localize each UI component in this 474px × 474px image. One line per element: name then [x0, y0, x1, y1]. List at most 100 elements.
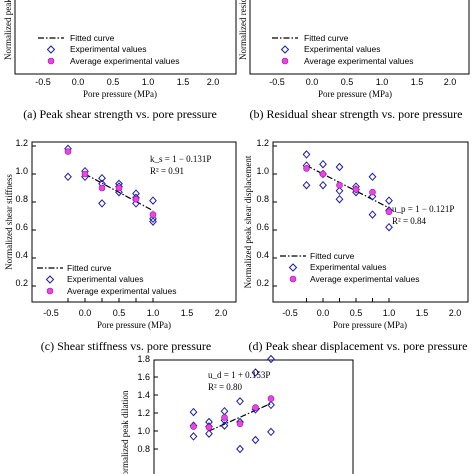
- legend-experimental-marker: [45, 275, 55, 284]
- panel-a-xtick: 1.5: [177, 77, 190, 87]
- experimental-point: [98, 173, 106, 183]
- panel-e-ytick: 1.0: [137, 426, 150, 436]
- caption-d: (d) Peak shear displacement vs. pore pre…: [249, 339, 468, 353]
- experimental-point: [267, 427, 275, 437]
- panel-c-yticks: 0.2 0.4 0.6 0.8 1.0 1.2: [15, 138, 28, 288]
- fitted-curve: [306, 164, 390, 209]
- panel-d-xlabel: Pore pressure (MPa): [333, 320, 407, 330]
- average-point: [336, 181, 343, 189]
- legend-experimental-marker: [46, 45, 56, 54]
- fitted-curve: [84, 173, 154, 212]
- panel-a-xtick: 0.5: [107, 77, 120, 87]
- panel-d-xtick: -0.5: [282, 308, 298, 318]
- experimental-point: [236, 397, 244, 406]
- panel-a-xtick: -0.5: [35, 77, 51, 87]
- panel-e-yticks: 0.8 1.0 1.2 1.4 1.6 1.8: [137, 354, 150, 454]
- panel-e-marks: [189, 354, 275, 454]
- panel-a-xtick: 1.0: [142, 77, 155, 87]
- panel-d-ytick: 0.2: [256, 278, 269, 288]
- experimental-point: [149, 214, 157, 224]
- experimental-point: [319, 180, 327, 190]
- experimental-point: [132, 199, 140, 208]
- panel-e-ytick: 1.2: [137, 408, 150, 418]
- panel-a-legend: Fitted curve Experimental values Average…: [38, 33, 179, 66]
- panel-d-marks: [302, 150, 393, 232]
- panel-b-xtick: 1.5: [411, 77, 424, 87]
- panel-c-legend: Fitted curve Experimental values Average…: [37, 263, 176, 296]
- experimental-point: [189, 432, 198, 441]
- legend-average-marker: [289, 275, 297, 283]
- experimental-point: [267, 354, 275, 364]
- panel-b: -0.5 0.0 0.5 1.0 1.5 2.0 Pore pressure (…: [238, 0, 470, 99]
- experimental-point: [302, 180, 311, 190]
- experimental-point: [335, 186, 344, 196]
- experimental-point: [368, 172, 377, 182]
- panel-d-equation: u_p = 1 − 0.121P: [392, 204, 454, 214]
- panel-d-xtick: 1.0: [383, 308, 396, 318]
- panel-c-xtick: -0.5: [43, 308, 59, 318]
- legend-experimental-label: Experimental values: [70, 44, 147, 54]
- panel-c-r2: R² = 0.91: [150, 166, 184, 176]
- panel-c-xticks: -0.5 0.0 0.5 1.0 1.5 2.0: [43, 308, 227, 318]
- panel-b-xtick: -0.5: [269, 77, 285, 87]
- panel-d-ytick: 1.0: [256, 166, 269, 176]
- panel-d-ytick: 0.8: [256, 194, 269, 204]
- average-point: [303, 165, 310, 172]
- experimental-point: [319, 159, 327, 169]
- experimental-point: [149, 217, 157, 226]
- caption-c: (c) Shear stiffness vs. pore pressure: [41, 339, 211, 353]
- legend-average-label: Average experimental values: [70, 56, 179, 66]
- panel-b-legend: Fitted curve Experimental values Average…: [272, 33, 413, 66]
- experimental-point: [385, 222, 393, 232]
- panel-c-ticks: [32, 145, 154, 302]
- panel-c-xlabel: Pore pressure (MPa): [97, 320, 171, 330]
- panel-c-ytick: 1.0: [15, 166, 28, 176]
- experimental-point: [98, 199, 106, 208]
- panel-e-frame: [153, 359, 354, 474]
- panel-b-xtick: 0.5: [341, 77, 354, 87]
- experimental-point: [335, 162, 344, 172]
- panel-b-xtick: 0.0: [306, 77, 319, 87]
- panel-d-r2: R² = 0.84: [392, 216, 427, 226]
- experimental-point: [205, 429, 213, 438]
- legend-average-marker: [281, 57, 289, 65]
- panel-e-equation: u_d = 1 + 0.153P: [208, 370, 270, 380]
- panel-a-xtick: 0.0: [72, 77, 85, 87]
- average-point: [98, 184, 106, 192]
- panel-d: -0.5 0.0 0.5 1.0 1.5 2.0 0.2 0.4 0.6 0.8…: [243, 138, 469, 330]
- panel-d-xtick: 2.0: [449, 308, 462, 318]
- average-point: [352, 186, 360, 193]
- average-point: [149, 211, 157, 218]
- panel-d-frame: [272, 141, 469, 303]
- panel-c-equation: k_s = 1 − 0.131P: [150, 154, 211, 164]
- panel-e-ytick: 1.4: [137, 390, 150, 400]
- panel-a: -0.5 0.0 0.5 1.0 1.5 2.0 Pore pressure (…: [3, 0, 237, 99]
- average-point: [369, 188, 376, 196]
- legend-experimental-label: Experimental values: [67, 274, 144, 284]
- average-point: [385, 208, 393, 216]
- average-point: [267, 395, 275, 402]
- experimental-point: [64, 172, 72, 182]
- panel-c-xtick: 2.0: [215, 308, 228, 318]
- panel-e-ytick: 0.8: [137, 444, 150, 454]
- panel-c-marks: [64, 144, 157, 226]
- panel-b-frame: [249, 0, 470, 75]
- panel-c-ytick: 0.8: [15, 194, 28, 204]
- panel-e-ytick: 1.6: [137, 372, 150, 382]
- average-point: [64, 148, 72, 155]
- panel-d-ticks: [273, 145, 390, 302]
- experimental-point: [236, 444, 244, 454]
- average-point: [115, 184, 123, 192]
- panel-c-xtick: 1.0: [147, 308, 160, 318]
- legend-average-label: Average experimental values: [304, 56, 413, 66]
- experimental-point: [335, 194, 344, 204]
- panel-d-legend: Fitted curve Experimental values Average…: [280, 251, 419, 284]
- panel-a-xtick: 2.0: [207, 77, 220, 87]
- panel-d-ytick: 1.2: [256, 138, 269, 148]
- average-point: [252, 404, 259, 411]
- panel-c-frame: [31, 141, 237, 303]
- caption-b: (b) Residual shear strength vs. pore pre…: [250, 107, 463, 121]
- average-point: [319, 170, 327, 178]
- panel-b-xtick: 1.0: [376, 77, 389, 87]
- experimental-point: [385, 196, 393, 205]
